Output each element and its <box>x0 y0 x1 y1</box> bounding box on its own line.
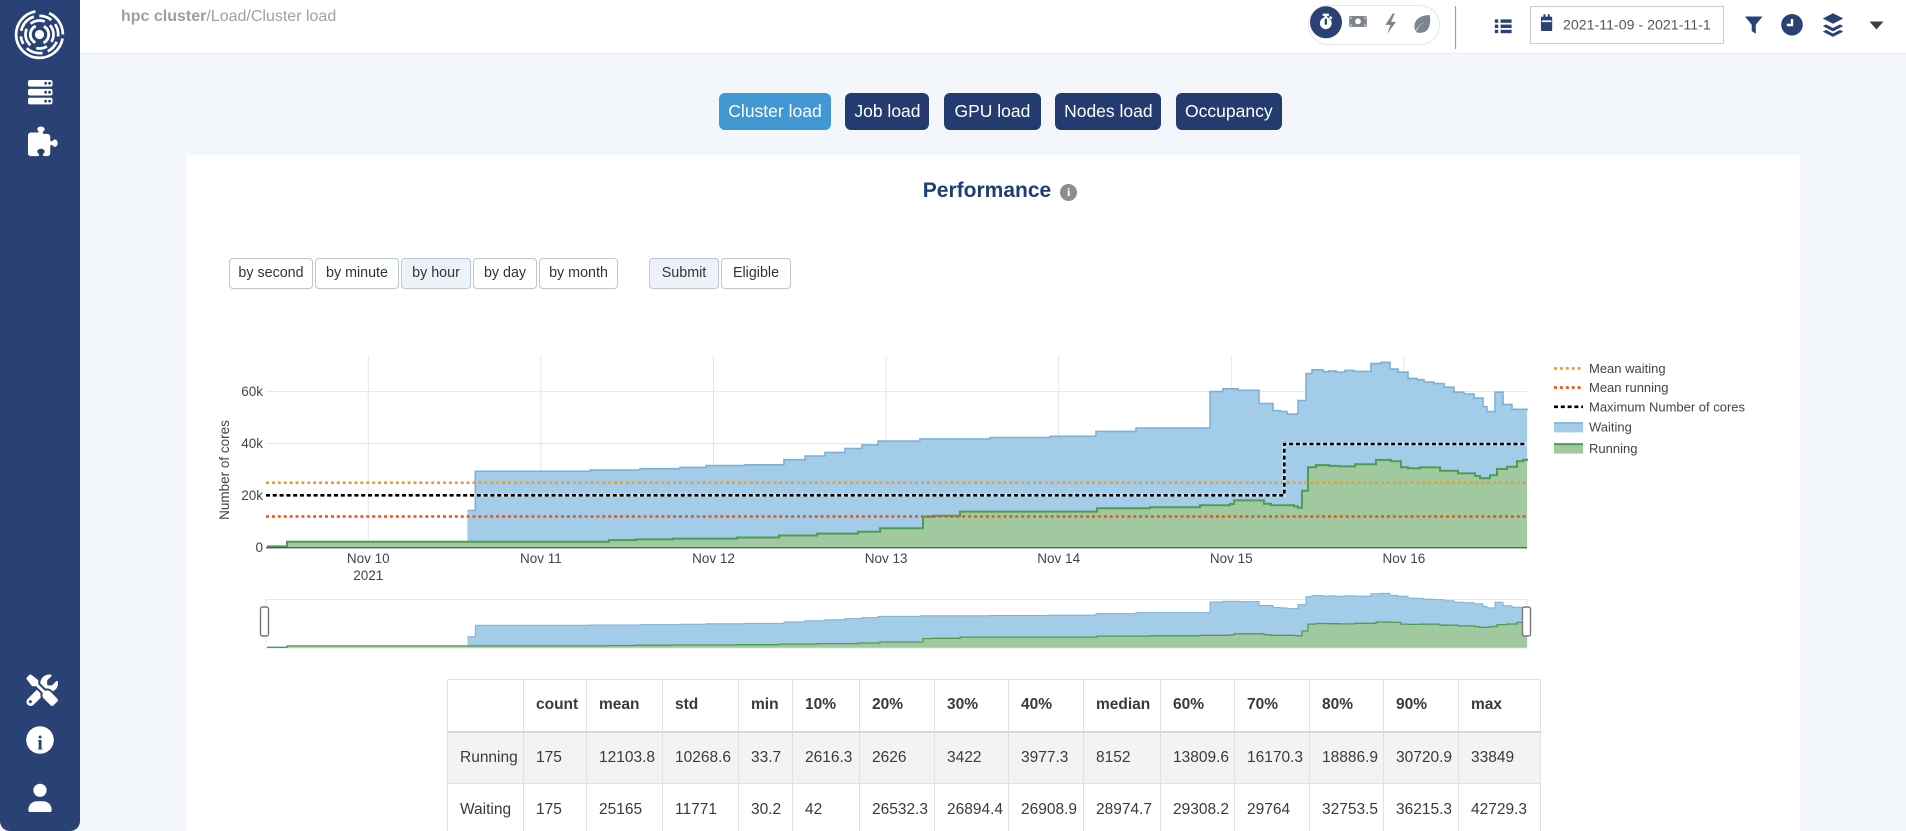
svg-text:2021-11-09 - 2021-11-1: 2021-11-09 - 2021-11-1 <box>1563 18 1711 34</box>
svg-text:Nov 12: Nov 12 <box>692 551 735 566</box>
svg-text:60k: 60k <box>241 384 263 399</box>
svg-text:i: i <box>37 733 43 755</box>
svg-text:Mean waiting: Mean waiting <box>1589 361 1666 376</box>
svg-text:Maximum Number of cores: Maximum Number of cores <box>1589 399 1746 414</box>
svg-text:Nov 11: Nov 11 <box>520 551 562 566</box>
svg-text:Nov 10: Nov 10 <box>347 551 390 566</box>
svg-text:Nov 14: Nov 14 <box>1037 551 1080 566</box>
svg-text:Running: Running <box>1589 441 1637 456</box>
svg-text:Nov 15: Nov 15 <box>1210 551 1253 566</box>
svg-text:Nov 13: Nov 13 <box>865 551 908 566</box>
svg-text:2021: 2021 <box>353 568 383 583</box>
svg-text:Number of cores: Number of cores <box>217 420 232 520</box>
svg-text:0: 0 <box>255 540 263 555</box>
svg-text:Mean running: Mean running <box>1589 380 1669 395</box>
svg-text:20k: 20k <box>241 488 263 503</box>
svg-text:Nov 16: Nov 16 <box>1383 551 1426 566</box>
svg-text:Waiting: Waiting <box>1589 420 1632 435</box>
svg-text:40k: 40k <box>241 436 263 451</box>
